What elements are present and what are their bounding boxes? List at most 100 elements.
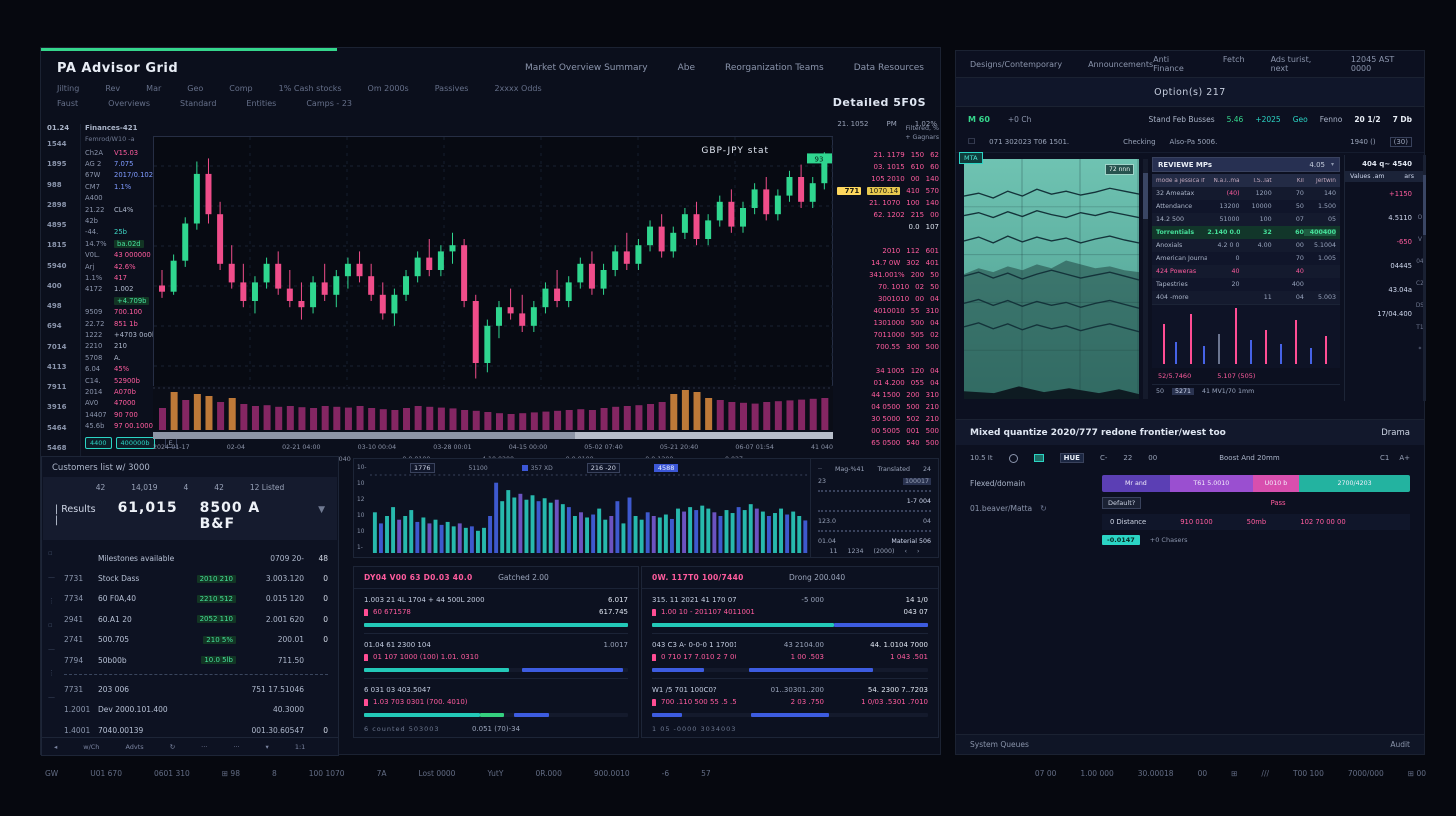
table-row[interactable]: 32 Ameatax (40) 1200 70 140 xyxy=(1152,187,1340,200)
orderbook-row[interactable]: 70. 1010 02 50 xyxy=(877,282,939,291)
watchlist-row[interactable]: 22.72 851 1b xyxy=(85,318,191,329)
rail-letter[interactable]: C2 xyxy=(1416,281,1424,287)
orderbook-row[interactable]: 30 5000 502 210 xyxy=(871,414,939,423)
gradient-segment[interactable]: U010 b xyxy=(1252,475,1300,492)
table-row[interactable]: Attendance 13200 10000 50 1.500 xyxy=(1152,200,1340,213)
toolbar-item[interactable]: Geo xyxy=(1292,114,1308,124)
table-filter-row[interactable]: REVIEWE MPs 4.05 ▾ xyxy=(1152,157,1340,172)
toolbar-item[interactable]: Entities xyxy=(246,99,277,108)
refresh-icon[interactable]: ↻ xyxy=(1040,504,1047,513)
progress-bar[interactable] xyxy=(652,623,928,627)
progress-bar[interactable] xyxy=(652,668,928,672)
volume-plot[interactable] xyxy=(153,386,833,430)
slider-track[interactable] xyxy=(818,510,931,512)
watchlist-row[interactable]: +4.709b xyxy=(85,295,191,306)
toolbar-item[interactable]: 2xxxx Odds xyxy=(494,84,542,93)
gradient-segment[interactable]: 2700/4203 xyxy=(1299,475,1410,492)
positions-tool[interactable]: w/Ch xyxy=(83,742,100,751)
toolbar-item[interactable]: 20 1/2 xyxy=(1354,114,1381,124)
watchlist-row[interactable]: AV0 47000 xyxy=(85,398,191,409)
toolbar-item[interactable]: Om 2000s xyxy=(367,84,409,93)
menu-item[interactable]: Abe xyxy=(677,63,695,73)
toolbar-item[interactable]: Fenno xyxy=(1319,114,1343,124)
menu-item[interactable]: Ads turist, next xyxy=(1270,55,1312,73)
rail-icon[interactable]: — xyxy=(48,645,55,653)
taskbar-item[interactable]: U01 670 xyxy=(90,768,122,778)
position-row[interactable]: Milestones available—0709 20-48 xyxy=(64,548,328,568)
scrollbar-handle[interactable] xyxy=(153,432,575,439)
table-row[interactable]: Tapestries 20 400 xyxy=(1152,278,1340,291)
taskbar-item[interactable]: 8 xyxy=(271,768,277,778)
orderbook-row[interactable]: 341.001% 200 50 xyxy=(869,270,939,279)
position-row[interactable]: 7734 60 F0A,40 2210 512 0.015 120 0 xyxy=(64,589,328,609)
position-row[interactable]: 7794 50b00b 10.0 5lb 711.50 xyxy=(64,650,328,670)
taskbar-item[interactable]: Lost 0000 xyxy=(418,768,456,778)
orderbook-row[interactable]: 04 0500 500 210 xyxy=(871,402,939,411)
tool-item[interactable]: 00 xyxy=(1148,454,1158,462)
taskbar-item[interactable]: 900.0010 xyxy=(593,768,630,778)
side-r1-chip[interactable]: 100017 xyxy=(902,477,931,485)
orderbook-row[interactable]: 21. 1070 100 140 xyxy=(869,198,939,207)
taskbar-item[interactable]: 7000/000 xyxy=(1347,768,1384,778)
watchlist-row[interactable]: Ch2A V15.03 xyxy=(85,147,191,158)
taskbar-item[interactable]: 0601 310 xyxy=(153,768,190,778)
slider-track[interactable] xyxy=(818,530,931,532)
sub-mid1[interactable]: Checking xyxy=(1123,137,1156,146)
tool-item[interactable]: C1 xyxy=(1380,454,1390,462)
taskbar-item[interactable]: YutY xyxy=(487,768,504,778)
taskbar-item[interactable]: 7A xyxy=(376,768,387,778)
table-row[interactable]: 404 -more 11 04 5.003 xyxy=(1152,291,1340,304)
rail-letter[interactable]: DS xyxy=(1415,303,1424,309)
watchlist-row[interactable]: AG 2 7.075 xyxy=(85,158,191,169)
positions-tool[interactable]: Advts xyxy=(125,742,144,751)
toolbar-item[interactable]: Faust xyxy=(57,99,79,108)
progress-bar[interactable] xyxy=(364,668,628,672)
taskbar-item[interactable]: ⊞ 00 xyxy=(1407,768,1426,778)
positions-tool[interactable]: ··· xyxy=(233,742,240,751)
checkbox-icon[interactable]: ☐ xyxy=(968,137,976,146)
watchlist-row[interactable]: C14. 52900b xyxy=(85,375,191,386)
mta-badge[interactable]: MTA xyxy=(959,152,983,164)
watchlist-row[interactable]: 14407 90 700 xyxy=(85,409,191,420)
hue-button[interactable]: HUE xyxy=(1059,453,1084,463)
status-right[interactable]: Audit xyxy=(1390,740,1410,749)
filter-icon[interactable]: ▼ xyxy=(318,505,325,515)
detail-row[interactable]: 043 C3 A- 0-0-0 1 17001.0017 43 2104.00 44… xyxy=(652,633,928,678)
taskbar-item[interactable]: 0R.000 xyxy=(535,768,562,778)
menu-item[interactable]: Reorganization Teams xyxy=(725,63,824,73)
taskbar-item[interactable]: 00 xyxy=(1197,768,1208,778)
scrollbar-handle[interactable] xyxy=(1143,173,1148,219)
toolbar-item[interactable]: Rev xyxy=(105,84,121,93)
position-row[interactable]: 2741 500.705 210 5% 200.01 0 xyxy=(64,630,328,650)
orderbook-row[interactable]: 03. 1015 610 60 xyxy=(873,162,939,171)
watchlist-row[interactable]: 21.22 CL4% xyxy=(85,204,191,215)
tool-item[interactable]: C- xyxy=(1099,454,1108,462)
taskbar-item[interactable]: 57 xyxy=(701,768,711,778)
orderbook-row[interactable]: 65 0500 540 500 xyxy=(871,438,939,447)
watchlist-row[interactable]: 1.1% 417 xyxy=(85,272,191,283)
detail-row[interactable]: 6 031 03 403.5047 1.03 703 0301 (700. 401… xyxy=(364,678,628,723)
rail-letter[interactable]: 04 xyxy=(1416,259,1424,265)
side-scrollbar[interactable] xyxy=(1423,155,1426,401)
watchlist-row[interactable]: 45.6b 97 00.1000 xyxy=(85,420,191,431)
menu-item[interactable]: Fetch xyxy=(1222,55,1245,64)
tool-item[interactable]: A+ xyxy=(1399,454,1410,462)
tool-item[interactable]: 10.5 It xyxy=(970,454,993,462)
detail-row[interactable]: 315. 11 2021 41 170 07020 -5 000 14 1/0 1.0… xyxy=(652,589,928,633)
orderbook-row[interactable]: 62. 1202 215 00 xyxy=(873,210,939,219)
menu-item[interactable]: Designs/Contemporary xyxy=(970,59,1063,69)
badge-216[interactable]: 216 -20 xyxy=(586,463,620,473)
watchlist-row[interactable]: 6.04 45% xyxy=(85,363,191,374)
watchlist-row[interactable]: 1222 +4703 0o0b0 xyxy=(85,329,191,340)
vertical-scrollbar[interactable] xyxy=(1143,159,1148,399)
taskbar-item[interactable]: T00 100 xyxy=(1293,768,1324,778)
toolbar-item[interactable]: 7 Db xyxy=(1392,114,1412,124)
position-row[interactable]: 2941 60.A1 20 2052 110 2.001 620 0 xyxy=(64,609,328,629)
watchlist-row[interactable]: 14.7% ba.02d xyxy=(85,238,191,249)
orderbook-row[interactable]: 2010 112 601 xyxy=(882,246,939,255)
toolbar-item[interactable]: Standard xyxy=(180,99,217,108)
orderbook-row[interactable]: 34 1005 120 04 xyxy=(875,366,939,375)
toolbar-item[interactable]: +2025 xyxy=(1255,114,1281,124)
